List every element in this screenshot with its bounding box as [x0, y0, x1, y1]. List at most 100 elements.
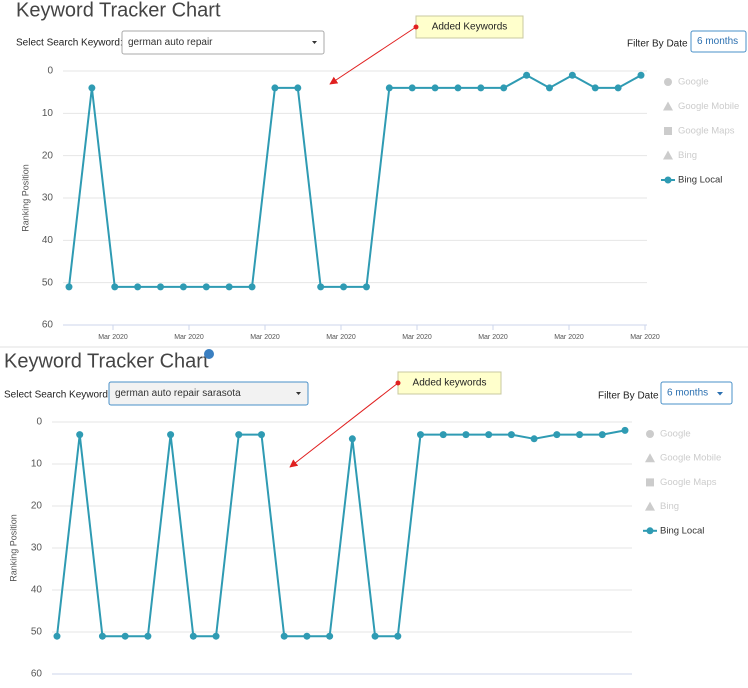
- y-tick-label: 50: [42, 277, 54, 288]
- select-label: Select Search Keyword:: [4, 390, 111, 401]
- legend-symbol: [646, 478, 654, 487]
- data-point: [235, 431, 243, 439]
- select-caret: [312, 41, 317, 44]
- data-point: [179, 283, 187, 291]
- data-point: [257, 431, 265, 439]
- data-point: [98, 632, 106, 640]
- data-point: [76, 431, 84, 439]
- x-tick-label: Mar 2020: [98, 334, 128, 341]
- data-point: [88, 84, 96, 92]
- data-point: [507, 431, 515, 439]
- legend-symbol: [646, 430, 654, 438]
- data-point: [225, 283, 233, 291]
- legend-symbol: [645, 453, 655, 463]
- y-tick-label: 0: [36, 417, 42, 428]
- filter-caret: [717, 392, 723, 396]
- legend-entry[interactable]: Google Mobile: [660, 453, 721, 464]
- legend-entry[interactable]: Google: [678, 77, 709, 88]
- data-point: [500, 84, 508, 92]
- legend-symbol: [664, 127, 672, 135]
- data-point: [212, 632, 220, 640]
- data-point: [340, 283, 348, 291]
- keyword-value: german auto repair sarasota: [115, 388, 241, 399]
- annotation-text: Added keywords: [413, 378, 487, 389]
- keyword-value: german auto repair: [128, 37, 213, 48]
- annotation-arrow: [329, 26, 417, 85]
- data-point: [545, 84, 553, 92]
- legend-symbol: [646, 527, 654, 535]
- data-point: [202, 283, 210, 291]
- data-point: [111, 283, 119, 291]
- legend-entry[interactable]: Google Maps: [660, 477, 717, 488]
- data-point: [157, 283, 165, 291]
- data-point: [294, 84, 302, 92]
- data-point: [454, 84, 462, 92]
- y-tick-label: 30: [31, 543, 43, 554]
- data-point: [408, 84, 416, 92]
- y-tick-label: 60: [42, 320, 54, 331]
- chart-title: Keyword Tracker Chart: [4, 350, 209, 372]
- keyword-select[interactable]: [121, 30, 325, 55]
- date-filter-value: 6 months: [667, 388, 708, 399]
- legend-symbol: [663, 101, 673, 111]
- x-tick-label: Mar 2020: [554, 334, 584, 341]
- keyword-select[interactable]: [108, 381, 309, 406]
- legend-symbol: [664, 78, 672, 86]
- data-point: [362, 283, 370, 291]
- y-tick-label: 10: [31, 459, 43, 470]
- info-icon: [204, 349, 214, 359]
- data-point: [371, 632, 379, 640]
- x-tick-label: Mar 2020: [250, 334, 280, 341]
- data-point: [553, 431, 561, 439]
- legend-entry[interactable]: Google Maps: [678, 126, 735, 137]
- legend-symbol: [645, 501, 655, 511]
- y-tick-label: 40: [31, 585, 43, 596]
- date-filter-button[interactable]: [660, 381, 733, 405]
- select-label: Select Search Keyword:: [16, 38, 123, 49]
- data-point: [303, 632, 311, 640]
- date-filter-button[interactable]: [690, 30, 747, 53]
- chart-title: Keyword Tracker Chart: [16, 0, 221, 21]
- data-point: [530, 435, 538, 443]
- filter-label: Filter By Date: [598, 391, 659, 402]
- data-point: [121, 632, 129, 640]
- legend-symbol: [663, 150, 673, 160]
- legend-symbol: [664, 176, 672, 184]
- data-point: [385, 84, 393, 92]
- panel-divider: [0, 346, 748, 348]
- legend-entry[interactable]: Bing Local: [660, 525, 704, 536]
- legend-entry[interactable]: Bing: [678, 150, 697, 161]
- legend-entry[interactable]: Google Mobile: [678, 101, 739, 112]
- annotation-anchor: [413, 24, 419, 30]
- data-point: [280, 632, 288, 640]
- series-line: [56, 429, 626, 638]
- data-point: [317, 283, 325, 291]
- series-line: [68, 74, 642, 288]
- x-tick-label: Mar 2020: [478, 334, 508, 341]
- data-point: [477, 84, 485, 92]
- data-point: [53, 632, 61, 640]
- y-tick-label: 20: [31, 501, 43, 512]
- data-point: [576, 431, 584, 439]
- data-point: [568, 71, 576, 79]
- legend-entry[interactable]: Bing Local: [678, 175, 722, 186]
- data-point: [271, 84, 279, 92]
- data-point: [485, 431, 493, 439]
- x-tick-label: Mar 2020: [174, 334, 204, 341]
- y-tick-label: 30: [42, 193, 54, 204]
- data-point: [417, 431, 425, 439]
- x-tick-label: Mar 2020: [326, 334, 356, 341]
- data-point: [134, 283, 142, 291]
- data-point: [65, 283, 73, 291]
- data-point: [326, 632, 334, 640]
- data-point: [167, 431, 175, 439]
- data-point: [523, 71, 531, 79]
- annotation-anchor: [395, 380, 401, 386]
- y-tick-label: 10: [42, 108, 54, 119]
- data-point: [637, 71, 645, 79]
- data-point: [591, 84, 599, 92]
- legend-entry[interactable]: Bing: [660, 501, 679, 512]
- data-point: [439, 431, 447, 439]
- legend-entry[interactable]: Google: [660, 429, 691, 440]
